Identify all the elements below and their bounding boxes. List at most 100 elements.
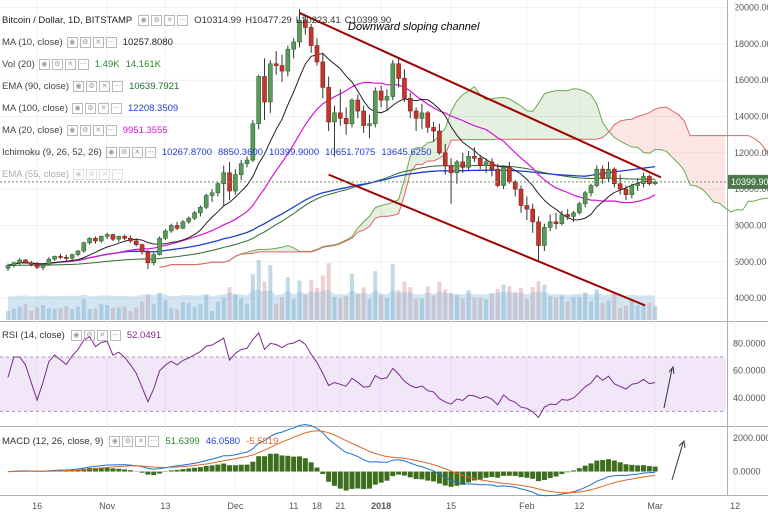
settings-icon[interactable]: ⚙ (122, 436, 133, 447)
eye-icon[interactable]: ◉ (106, 147, 117, 158)
settings-icon[interactable]: ⚙ (80, 125, 91, 136)
macd-hist-bar (589, 463, 594, 471)
candle-body (187, 218, 191, 222)
macd-hist-bar (577, 468, 582, 471)
macd-hist-bar (583, 466, 588, 472)
macd-hist-bar (215, 465, 220, 472)
indicator-controls[interactable]: ◉⚙✕⋯ (39, 59, 89, 70)
close-icon[interactable]: ✕ (98, 103, 109, 114)
macd-hist-bar (408, 472, 413, 478)
macd-hist-bar (326, 472, 331, 482)
eye-icon[interactable]: ◉ (72, 103, 83, 114)
close-icon[interactable]: ✕ (99, 169, 110, 180)
candle-body (461, 162, 465, 167)
settings-icon[interactable]: ⚙ (151, 15, 162, 26)
indicator-name: MA (10, close) (2, 37, 63, 48)
macd-hist-bar (431, 472, 436, 482)
close-icon[interactable]: ✕ (135, 436, 146, 447)
candle-body (140, 245, 144, 252)
close-icon[interactable]: ✕ (132, 147, 143, 158)
macd-hist-bar (565, 472, 570, 473)
candle-body (542, 227, 546, 245)
candle-body (496, 169, 500, 185)
more-icon[interactable]: ⋯ (148, 436, 159, 447)
indicator-controls[interactable]: ◉⚙✕⋯ (73, 169, 123, 180)
close-icon[interactable]: ✕ (97, 330, 108, 341)
more-icon[interactable]: ⋯ (112, 81, 123, 92)
settings-icon[interactable]: ⚙ (52, 59, 63, 70)
candle-body (537, 222, 541, 246)
candle-body (606, 169, 610, 178)
macd-hist-bar (332, 472, 337, 486)
cloud-segment (492, 98, 498, 140)
ohlc-high: H10477.29 (245, 15, 292, 26)
macd-hist-bar (122, 469, 127, 471)
macd-hist-bar (519, 472, 524, 478)
indicator-controls[interactable]: ◉⚙✕⋯ (67, 37, 117, 48)
indicator-controls[interactable]: ◉⚙✕⋯ (73, 81, 123, 92)
eye-icon[interactable]: ◉ (73, 81, 84, 92)
macd-hist-bar (349, 472, 354, 489)
settings-icon[interactable]: ⚙ (86, 81, 97, 92)
close-icon[interactable]: ✕ (65, 59, 76, 70)
eye-icon[interactable]: ◉ (67, 37, 78, 48)
candle-body (554, 222, 558, 224)
macd-hist-bar (361, 472, 366, 489)
cloud-segment (696, 136, 702, 189)
macd-hist-bar (151, 472, 156, 475)
settings-icon[interactable]: ⚙ (80, 37, 91, 48)
settings-icon[interactable]: ⚙ (85, 103, 96, 114)
candle-body (76, 251, 80, 255)
settings-icon[interactable]: ⚙ (84, 330, 95, 341)
cloud-segment (480, 95, 486, 140)
candle-body (443, 153, 447, 166)
macd-hist-bar (309, 462, 314, 471)
macd-label: MACD (12, 26, close, 9) (2, 436, 103, 447)
close-icon[interactable]: ✕ (93, 37, 104, 48)
macd-hist-bar (157, 472, 162, 474)
indicator-controls[interactable]: ◉⚙✕⋯ (72, 103, 122, 114)
settings-icon[interactable]: ⚙ (119, 147, 130, 158)
eye-icon[interactable]: ◉ (138, 15, 149, 26)
candle-body (583, 193, 587, 204)
more-icon[interactable]: ⋯ (145, 147, 156, 158)
x-tick-label: Dec (227, 501, 244, 511)
close-icon[interactable]: ✕ (164, 15, 175, 26)
macd-hist-bar (239, 465, 244, 472)
cloud-segment (655, 107, 661, 149)
macd-hist-bar (285, 456, 290, 472)
indicator-controls[interactable]: ◉⚙✕⋯ (67, 125, 117, 136)
indicator-controls[interactable]: ◉⚙✕⋯ (106, 147, 156, 158)
macd-hist-bar (594, 461, 599, 472)
cloud-segment (719, 136, 725, 208)
cloud-segment (708, 136, 714, 202)
close-icon[interactable]: ✕ (93, 125, 104, 136)
cloud-segment (585, 92, 591, 140)
more-icon[interactable]: ⋯ (110, 330, 121, 341)
more-icon[interactable]: ⋯ (106, 125, 117, 136)
title-icons[interactable]: ◉ ⚙ ✕ ⋯ (138, 15, 188, 26)
candle-body (58, 256, 62, 257)
close-icon[interactable]: ✕ (99, 81, 110, 92)
more-icon[interactable]: ⋯ (78, 59, 89, 70)
indicator-row: MA (100, close)◉⚙✕⋯12208.3509 (2, 97, 432, 119)
eye-icon[interactable]: ◉ (67, 125, 78, 136)
eye-icon[interactable]: ◉ (71, 330, 82, 341)
candle-body (531, 209, 535, 222)
more-icon[interactable]: ⋯ (106, 37, 117, 48)
settings-icon[interactable]: ⚙ (86, 169, 97, 180)
macd-hist-bar (478, 472, 483, 480)
more-icon[interactable]: ⋯ (111, 103, 122, 114)
cloud-segment (713, 136, 719, 204)
macd-hist-bar (484, 472, 489, 478)
macd-legend: MACD (12, 26, close, 9) ◉ ⚙ ✕ ⋯ 51.6399 … (2, 436, 278, 447)
eye-icon[interactable]: ◉ (73, 169, 84, 180)
eye-icon[interactable]: ◉ (39, 59, 50, 70)
more-icon[interactable]: ⋯ (177, 15, 188, 26)
more-icon[interactable]: ⋯ (112, 169, 123, 180)
candle-body (111, 235, 115, 240)
candle-body (123, 236, 127, 238)
eye-icon[interactable]: ◉ (109, 436, 120, 447)
candle-body (519, 189, 523, 205)
